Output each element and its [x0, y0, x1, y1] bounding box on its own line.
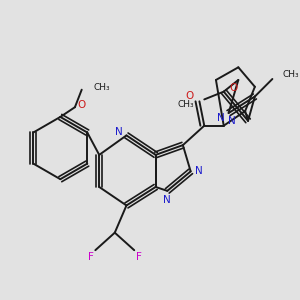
Text: CH₃: CH₃ [178, 100, 195, 109]
Text: N: N [115, 128, 123, 137]
Text: N: N [164, 195, 171, 205]
Text: O: O [186, 92, 194, 101]
Text: F: F [136, 252, 142, 262]
Text: O: O [78, 100, 86, 110]
Text: N: N [195, 167, 202, 176]
Text: F: F [88, 252, 93, 262]
Text: CH₃: CH₃ [93, 83, 110, 92]
Text: N: N [217, 113, 225, 123]
Text: O: O [229, 83, 238, 93]
Text: CH₃: CH₃ [282, 70, 299, 79]
Text: N: N [228, 116, 236, 126]
